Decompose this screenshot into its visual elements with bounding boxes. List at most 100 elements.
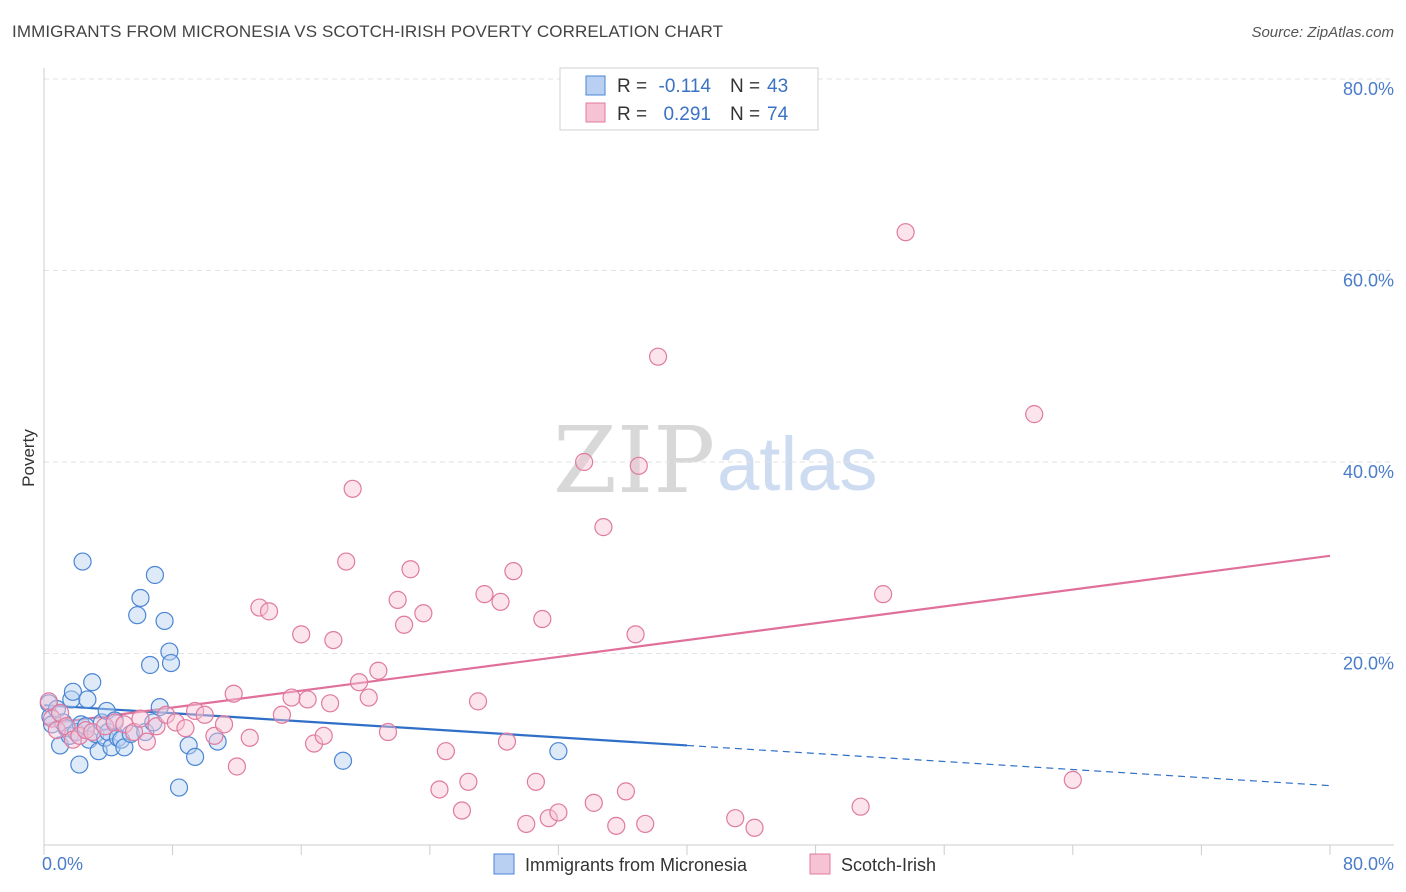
watermark-atlas: atlas xyxy=(717,422,878,507)
legend-pink-swatch xyxy=(585,102,606,123)
scotch-irish-point xyxy=(401,560,420,579)
scotch-irish-point xyxy=(1025,405,1044,424)
scotch-irish-point xyxy=(378,722,398,742)
micronesia-point xyxy=(160,642,179,661)
series-legend-blue-label: Immigrants from Micronesia xyxy=(525,855,748,875)
scotch-irish-point xyxy=(115,715,134,734)
series-scotch-irish-points xyxy=(39,223,1082,837)
micronesia-point xyxy=(73,552,92,571)
micronesia-point xyxy=(121,724,140,744)
scotch-irish-point xyxy=(349,673,369,692)
scotch-irish-point xyxy=(186,701,205,721)
source-label: Source: ZipAtlas.com xyxy=(1251,24,1394,41)
micronesia-point xyxy=(155,611,174,631)
scotch-irish-point xyxy=(259,602,279,621)
trend-lines xyxy=(43,554,1331,787)
x-tick-label-max: 80.0% xyxy=(1343,854,1394,874)
watermark: ZIP atlas xyxy=(553,407,878,514)
scotch-irish-point xyxy=(475,585,494,604)
scotch-irish-point xyxy=(504,562,523,581)
scotch-irish-point xyxy=(491,592,510,611)
micronesia-point xyxy=(128,606,147,625)
scotch-irish-point xyxy=(292,625,311,644)
scotch-irish-point xyxy=(626,625,645,644)
scotch-irish-point xyxy=(629,456,648,475)
legend-blue-n-value: 43 xyxy=(767,76,788,97)
gridlines xyxy=(44,78,1394,654)
scotch-irish-point xyxy=(430,780,449,799)
scotch-irish-point xyxy=(648,347,668,366)
tick-labels: 20.0% 40.0% 60.0% 80.0% 0.0% 80.0% xyxy=(42,79,1394,874)
y-tick-label-1: 40.0% xyxy=(1343,462,1394,482)
correlation-legend: R = -0.114 N = 43 R = 0.291 N = 74 xyxy=(559,67,819,131)
micronesia-point xyxy=(208,732,227,751)
scotch-irish-point xyxy=(414,604,433,623)
scotch-irish-point xyxy=(436,742,455,761)
scotch-irish-point xyxy=(874,585,893,604)
scotch-irish-point xyxy=(176,719,195,738)
scotch-irish-point xyxy=(636,814,655,834)
scotch-irish-point xyxy=(39,692,58,711)
micronesia-trend-extension xyxy=(686,744,1331,787)
scotch-irish-point xyxy=(468,692,488,711)
scotch-irish-point xyxy=(388,590,407,609)
scotch-irish-point xyxy=(459,772,478,791)
scotch-irish-point xyxy=(214,715,234,734)
micronesia-point xyxy=(78,690,97,709)
series-legend: Immigrants from Micronesia Scotch-Irish xyxy=(493,853,936,875)
scotch-irish-point xyxy=(526,772,545,791)
scotch-irish-point xyxy=(95,717,115,736)
scotch-irish-point xyxy=(282,688,301,707)
micronesia-point xyxy=(62,690,81,709)
scotch-irish-point xyxy=(594,518,613,537)
series-legend-pink-label: Scotch-Irish xyxy=(841,855,936,875)
y-tick-label-2: 60.0% xyxy=(1343,271,1394,291)
scotch-irish-point xyxy=(321,694,340,713)
scotch-irish-trend-line xyxy=(43,554,1331,726)
scotch-irish-point xyxy=(745,818,764,837)
scotch-irish-point xyxy=(131,709,150,728)
legend-blue-swatch xyxy=(585,75,606,96)
scotch-irish-point xyxy=(224,684,243,703)
micronesia-point xyxy=(333,751,353,770)
scotch-irish-point xyxy=(227,757,246,776)
micronesia-point xyxy=(102,738,121,757)
legend-pink-n-label: N = xyxy=(730,104,760,125)
scotch-irish-point xyxy=(575,452,594,472)
micronesia-point xyxy=(145,565,165,585)
micronesia-point xyxy=(179,736,198,755)
micronesia-point xyxy=(63,682,83,701)
scotch-irish-point xyxy=(851,797,870,816)
scotch-irish-point xyxy=(726,809,745,828)
scotch-irish-point xyxy=(272,705,292,724)
legend-blue-r-value: -0.114 xyxy=(659,76,712,97)
micronesia-trend-line xyxy=(43,704,688,747)
scotch-irish-point xyxy=(497,732,517,751)
legend-pink-n-value: 74 xyxy=(767,104,789,125)
scotch-irish-point xyxy=(298,690,317,709)
series-legend-blue-swatch xyxy=(493,853,515,875)
scotch-irish-point xyxy=(137,732,156,751)
scotch-irish-point xyxy=(157,705,176,724)
scotch-irish-point xyxy=(343,479,362,498)
scotch-irish-point xyxy=(394,615,414,634)
scotch-irish-point xyxy=(584,793,603,812)
y-axis-label: Poverty xyxy=(19,429,38,487)
legend-pink-r-value: 0.291 xyxy=(663,104,711,125)
scotch-irish-point xyxy=(166,713,185,732)
y-tick-label-0: 20.0% xyxy=(1343,654,1394,674)
micronesia-point xyxy=(83,673,102,692)
chart-title: IMMIGRANTS FROM MICRONESIA VS SCOTCH-IRI… xyxy=(12,22,724,41)
micronesia-point xyxy=(169,778,189,797)
scotch-irish-point xyxy=(1063,770,1082,789)
scotch-irish-point xyxy=(304,734,324,753)
y-tick-label-3: 80.0% xyxy=(1343,79,1394,99)
legend-blue-n-label: N = xyxy=(730,76,760,97)
scotch-irish-point xyxy=(195,705,214,724)
scotch-irish-point xyxy=(533,609,552,629)
scotch-irish-point xyxy=(76,720,95,740)
scotch-irish-point xyxy=(452,801,472,820)
micronesia-point xyxy=(70,755,89,774)
scotch-irish-point xyxy=(359,688,378,707)
